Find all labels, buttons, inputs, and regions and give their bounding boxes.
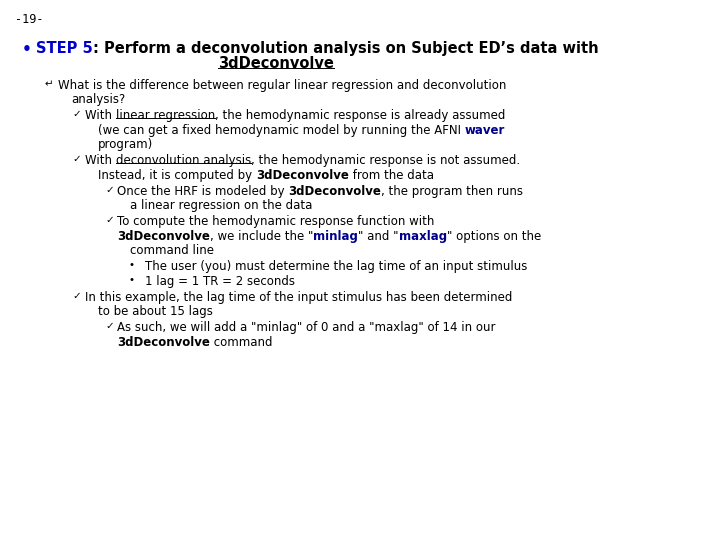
Text: •: • [22,42,32,57]
Text: 3dDeconvolve: 3dDeconvolve [117,230,210,243]
Text: ✓: ✓ [105,185,114,195]
Text: to be about 15 lags: to be about 15 lags [98,305,213,318]
Text: from the data: from the data [348,169,433,182]
Text: Instead, it is computed by: Instead, it is computed by [98,169,256,182]
Text: As such, we will add a "minlag" of 0 and a "maxlag" of 14 in our: As such, we will add a "minlag" of 0 and… [117,321,495,334]
Text: a linear regression on the data: a linear regression on the data [130,199,312,212]
Text: maxlag: maxlag [399,230,446,243]
Text: ↵: ↵ [45,79,54,89]
Text: program): program) [98,138,153,151]
Text: analysis?: analysis? [71,93,125,106]
Text: ✓: ✓ [105,321,114,331]
Text: , we include the ": , we include the " [210,230,313,243]
Text: command: command [210,336,272,349]
Text: " and ": " and " [358,230,399,243]
Text: 1 lag = 1 TR = 2 seconds: 1 lag = 1 TR = 2 seconds [145,275,295,288]
Text: 3dDeconvolve: 3dDeconvolve [256,169,348,182]
Text: minlag: minlag [313,230,358,243]
Text: To compute the hemodynamic response function with: To compute the hemodynamic response func… [117,215,434,228]
Text: (we can get a fixed hemodynamic model by running the AFNI: (we can get a fixed hemodynamic model by… [98,124,464,137]
Text: In this example, the lag time of the input stimulus has been determined: In this example, the lag time of the inp… [85,291,513,303]
Text: -19-: -19- [15,13,43,26]
Text: 3dDeconvolve: 3dDeconvolve [117,336,210,349]
Text: deconvolution analysis: deconvolution analysis [116,154,251,167]
Text: command line: command line [130,244,214,257]
Text: : Perform a deconvolution analysis on Subject ED’s data with: : Perform a deconvolution analysis on Su… [93,41,598,56]
Text: What is the difference between regular linear regression and deconvolution: What is the difference between regular l… [58,79,506,92]
Text: , the hemodynamic response is not assumed.: , the hemodynamic response is not assume… [251,154,520,167]
Text: Once the HRF is modeled by: Once the HRF is modeled by [117,185,289,198]
Text: •: • [128,260,134,270]
Text: With: With [85,154,116,167]
Text: linear regression: linear regression [116,110,215,123]
Text: With: With [85,110,116,123]
Text: " options on the: " options on the [446,230,541,243]
Text: 3dDeconvolve: 3dDeconvolve [218,57,334,71]
Text: 3dDeconvolve: 3dDeconvolve [289,185,382,198]
Text: waver: waver [464,124,505,137]
Text: ✓: ✓ [72,291,81,301]
Text: , the hemodynamic response is already assumed: , the hemodynamic response is already as… [215,110,505,123]
Text: ✓: ✓ [72,154,81,164]
Text: ✓: ✓ [105,215,114,225]
Text: •: • [128,275,134,285]
Text: (we can get a fixed hemodynamic model by running the AFNI: (we can get a fixed hemodynamic model by… [0,539,1,540]
Text: ✓: ✓ [72,110,81,119]
Text: , the program then runs: , the program then runs [382,185,523,198]
Text: STEP 5: STEP 5 [36,41,93,56]
Text: The user (you) must determine the lag time of an input stimulus: The user (you) must determine the lag ti… [145,260,527,273]
